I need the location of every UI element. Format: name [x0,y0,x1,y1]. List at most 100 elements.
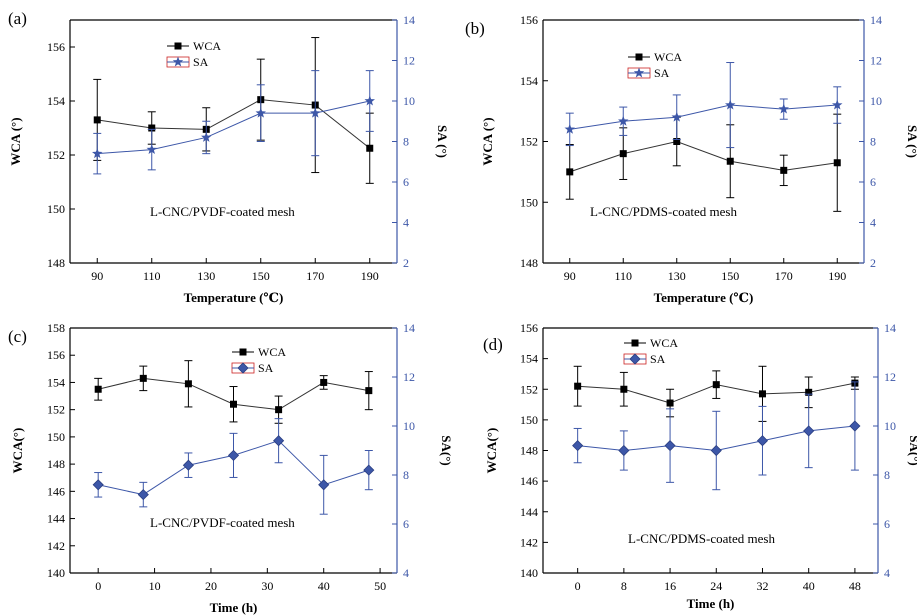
right-tick-label: 2 [403,256,409,270]
x-tick-label: 130 [668,269,686,283]
series-line [569,140,838,173]
data-point [572,440,584,452]
left-axis-title: WCA (°) [480,117,495,165]
x-tick-label: 0 [95,579,101,593]
right-tick-label: 10 [870,94,882,108]
left-axis-title: WCA(°) [484,428,499,474]
legend-label: WCA [654,50,682,64]
data-point [803,425,815,437]
left-tick-label: 148 [520,444,538,458]
left-tick-label: 158 [47,321,65,335]
x-axis-title: Time (h) [687,596,735,611]
data-point [849,420,861,432]
left-tick-label: 140 [520,566,538,580]
left-tick-label: 154 [520,352,538,366]
x-tick-label: 110 [143,269,161,283]
left-tick-label: 142 [520,535,538,549]
left-tick-label: 150 [47,430,65,444]
right-axis-title: SA (°) [435,125,450,158]
data-point [92,148,103,159]
left-tick-label: 146 [520,474,538,488]
data-point [255,107,266,118]
legend-marker [172,56,184,67]
right-tick-label: 8 [403,468,409,482]
data-point [148,124,156,132]
sample-annotation: L-CNC/PDMS-coated mesh [590,204,737,219]
data-point [137,489,149,501]
left-tick-label: 140 [47,566,65,580]
left-tick-label: 142 [47,539,65,553]
data-point [93,116,101,124]
left-tick-label: 150 [520,195,538,209]
legend-label: SA [654,66,670,80]
legend-marker [174,42,182,50]
legend-marker [629,353,641,365]
data-point [725,99,736,110]
right-tick-label: 12 [870,54,882,68]
data-point [94,385,102,393]
data-point [139,374,147,382]
x-tick-label: 48 [849,579,861,593]
x-tick-label: 24 [710,579,722,593]
x-axis-title: Time (h) [210,600,258,615]
data-point [758,390,766,398]
data-point [620,385,628,393]
x-tick-label: 50 [374,579,386,593]
series-sa [92,418,375,515]
legend-marker [635,53,643,61]
right-tick-label: 10 [403,419,415,433]
series-line [97,99,371,149]
right-tick-label: 8 [884,468,890,482]
x-tick-label: 0 [575,579,581,593]
right-axis-title: SA(°) [907,435,917,465]
right-tick-label: 14 [884,321,896,335]
data-point [833,159,841,167]
x-tick-label: 90 [91,269,103,283]
legend: WCA SA [623,336,678,366]
data-point [618,115,629,126]
left-axis-title: WCA (°) [8,117,23,165]
data-point [227,449,240,461]
left-tick-label: 148 [520,256,538,270]
panel-c: 1401421441461481501521541561584681012140… [8,321,454,615]
right-tick-label: 6 [403,175,409,189]
data-point [182,459,194,471]
right-tick-label: 12 [403,370,415,384]
data-point [363,464,375,476]
data-point [726,157,734,165]
x-axis-title: Temperature (℃) [654,290,754,305]
left-axis-title: WCA(°) [10,428,25,474]
data-point [832,99,843,110]
x-tick-label: 30 [261,579,273,593]
panel-b: 148 150 152 154 156 2 4 6 8 10 12 14 90 110 130 150 170 1… [465,13,917,305]
data-point [618,444,630,457]
left-tick-label: 148 [47,457,65,471]
x-tick-label: 16 [664,579,676,593]
legend-label: WCA [258,345,286,359]
legend: WCA SA [231,345,286,375]
left-tick-label: 152 [520,135,538,149]
panel-label: (b) [465,19,485,38]
data-point [664,440,676,452]
left-tick-label: 150 [47,202,65,216]
data-point [320,378,328,386]
data-point [564,123,575,134]
right-tick-label: 6 [884,517,890,531]
left-tick-label: 144 [520,505,538,519]
sample-annotation: L-CNC/PVDF-coated mesh [150,204,295,219]
right-tick-label: 4 [403,566,409,580]
series-sa [572,381,861,491]
right-tick-label: 14 [870,13,882,27]
x-tick-label: 130 [197,269,215,283]
left-tick-label: 156 [520,321,538,335]
right-tick-label: 8 [403,135,409,149]
data-point [230,400,237,408]
x-tick-label: 170 [306,269,324,283]
right-tick-label: 6 [870,175,876,189]
left-tick-label: 152 [520,382,538,396]
left-tick-label: 152 [47,403,65,417]
right-tick-label: 12 [403,54,415,68]
right-tick-label: 10 [403,94,415,108]
data-point [146,144,157,155]
right-tick-label: 2 [870,256,876,270]
